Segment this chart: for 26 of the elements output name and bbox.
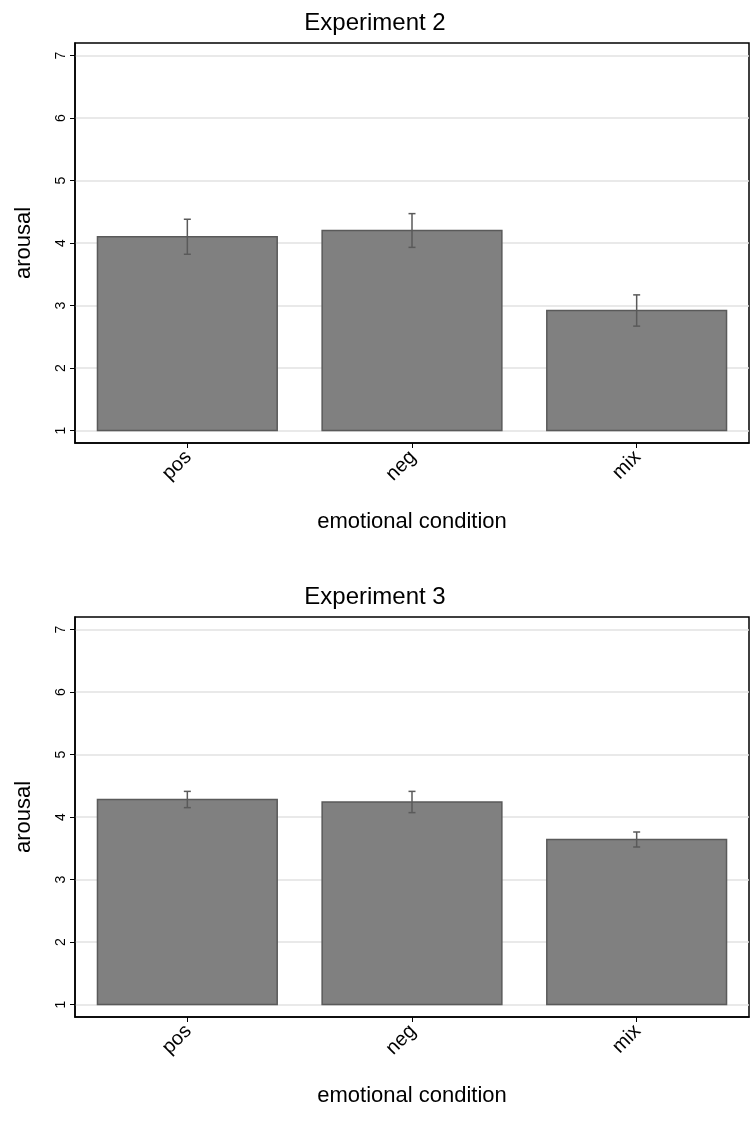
y-tick-label: 1 — [52, 426, 68, 435]
x-tick-label: neg — [380, 1019, 420, 1059]
y-tick-label: 3 — [52, 875, 68, 884]
x-tick-label: mix — [606, 445, 645, 483]
x-tick-label: mix — [606, 1019, 645, 1057]
x-tick-label: neg — [380, 445, 420, 485]
y-axis-title: arousal — [9, 780, 35, 854]
y-tick-label: 4 — [52, 238, 68, 247]
y-tick-label: 7 — [52, 51, 68, 60]
y-tick-label: 6 — [52, 687, 68, 696]
x-axis-title: emotional condition — [317, 1081, 507, 1107]
y-tick-label: 2 — [52, 937, 68, 946]
y-tick-label: 1 — [52, 1000, 68, 1009]
x-tick-label: pos — [156, 445, 196, 484]
chart-title: Experiment 3 — [304, 581, 446, 609]
y-tick-label: 3 — [52, 301, 68, 310]
y-axis-title: arousal — [9, 206, 35, 280]
y-tick-label: 4 — [52, 812, 68, 821]
y-tick-label: 7 — [52, 625, 68, 634]
y-tick-label: 6 — [52, 113, 68, 122]
y-tick-label: 5 — [52, 176, 68, 185]
x-tick-label: pos — [156, 1019, 196, 1058]
chart-title: Experiment 2 — [304, 7, 446, 35]
y-tick-label: 5 — [52, 750, 68, 759]
y-tick-label: 2 — [52, 363, 68, 372]
x-axis-title: emotional condition — [317, 507, 507, 533]
